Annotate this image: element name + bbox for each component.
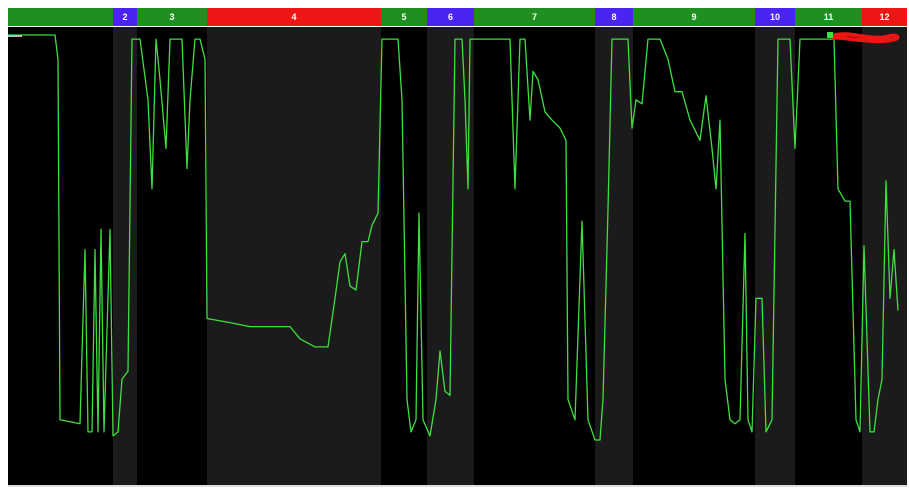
segment xyxy=(427,8,474,26)
segment-bar: 2 3 4 5 6 7 8 9 10 11 12 xyxy=(8,8,907,26)
line xyxy=(8,34,899,441)
segment xyxy=(137,8,207,26)
segment-label: 6 xyxy=(448,12,453,22)
segment-label: 5 xyxy=(401,12,406,22)
shading xyxy=(113,27,907,485)
marker xyxy=(827,32,833,38)
segment-shade xyxy=(113,27,137,485)
segment-label: 12 xyxy=(879,12,889,22)
segment-label: 10 xyxy=(770,12,780,22)
segment xyxy=(595,8,633,26)
segment-shade xyxy=(427,27,474,485)
segment-label: 3 xyxy=(169,12,174,22)
segment xyxy=(8,8,113,26)
segment xyxy=(755,8,795,26)
segment xyxy=(381,8,427,26)
segment-label: 8 xyxy=(611,12,616,22)
trace xyxy=(8,34,899,441)
segment xyxy=(474,8,595,26)
annotation-scribble xyxy=(831,32,900,44)
segment xyxy=(862,8,907,26)
segment-label: 4 xyxy=(291,12,296,22)
segment xyxy=(113,8,137,26)
segment xyxy=(633,8,755,26)
segment xyxy=(207,8,381,26)
segment-label: 2 xyxy=(122,12,127,22)
segment-shade xyxy=(595,27,633,485)
segment-shade xyxy=(207,27,381,485)
segment xyxy=(795,8,862,26)
segment-label: 9 xyxy=(691,12,696,22)
segment-label: 7 xyxy=(532,12,537,22)
segment-label: 11 xyxy=(824,12,834,22)
